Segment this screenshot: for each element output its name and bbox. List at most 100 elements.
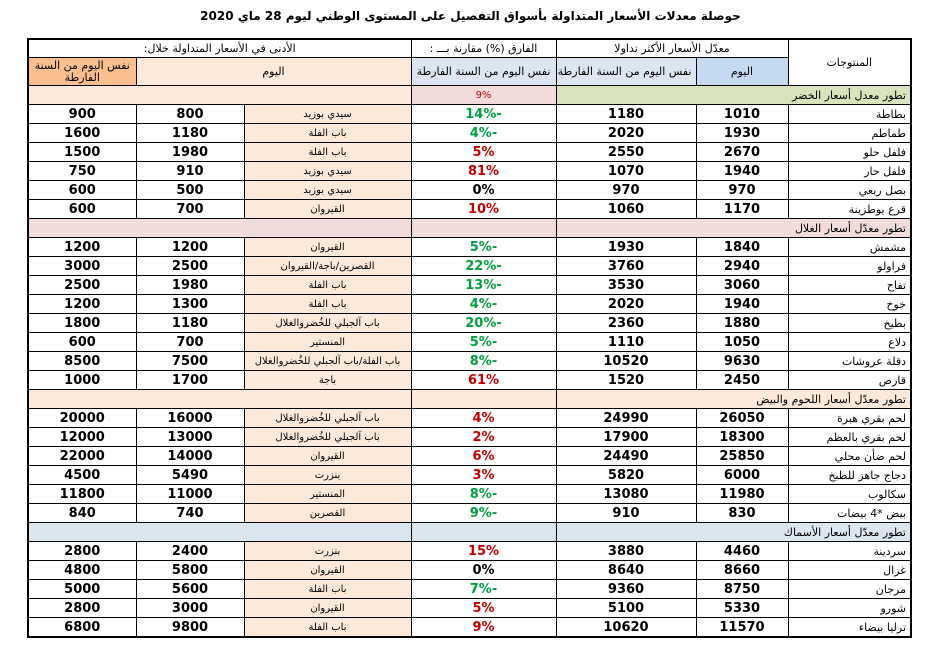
section-diff (410, 218, 557, 238)
section-diff: 9% (410, 85, 557, 105)
avg-today: 3060 (695, 275, 789, 295)
market: سيدي بوزيد (243, 104, 412, 124)
diff: 10% (410, 199, 557, 219)
low-last-year: 8500 (27, 351, 137, 371)
low-last-year: 600 (27, 332, 137, 352)
low-today: 1980 (135, 142, 245, 162)
avg-today: 1050 (695, 332, 789, 352)
section-diff (410, 389, 557, 409)
low-today: 1180 (135, 313, 245, 333)
market: القيروان (243, 598, 412, 618)
data-row: مشمش 1840 1930 -5% القيروان 1200 1200 (27, 237, 912, 257)
avg-last-year: 3760 (555, 256, 697, 276)
data-row: لحم بقري هبرة 26050 24990 4% باب آلجبلي للخُ… (27, 408, 912, 428)
low-today: 1200 (135, 237, 245, 257)
low-today: 7500 (135, 351, 245, 371)
avg-today: 2450 (695, 370, 789, 390)
low-today: 5800 (135, 560, 245, 580)
product: لحم ضأن محلي (787, 446, 912, 466)
avg-last-year: 910 (555, 503, 697, 523)
market: باب الفلة (243, 294, 412, 314)
avg-today: 1880 (695, 313, 789, 333)
avg-today: 1940 (695, 161, 789, 181)
low-last-year: 2800 (27, 541, 137, 561)
data-row: دقلة عروشات 9630 10520 -8% باب الفلة/باب آلج… (27, 351, 912, 371)
low-last-year: 4500 (27, 465, 137, 485)
market: باب الفلة (243, 275, 412, 295)
data-row: فلفل حلو 2670 2550 5% باب الفلة 1980 1500 (27, 142, 912, 162)
data-row: لحم ضأن محلي 25850 24490 6% القيروان 14000 220… (27, 446, 912, 466)
market: باب الفلة (243, 617, 412, 638)
low-last-year: 2500 (27, 275, 137, 295)
avg-today: 26050 (695, 408, 789, 428)
header-cell: نفس اليوم من السنة الفارطة (27, 57, 137, 86)
diff: 0% (410, 180, 557, 200)
product: فراولو (787, 256, 912, 276)
avg-last-year: 970 (555, 180, 697, 200)
avg-last-year: 1110 (555, 332, 697, 352)
product: تفاح (787, 275, 912, 295)
diff: -8% (410, 351, 557, 371)
section-fill (27, 218, 412, 238)
market: المنستير (243, 332, 412, 352)
data-row: غزال 8660 8640 0% القيروان 5800 4800 (27, 560, 912, 580)
low-today: 910 (135, 161, 245, 181)
low-today: 9800 (135, 617, 245, 638)
diff: -13% (410, 275, 557, 295)
section-title: تطور معدّل أسعار اللحوم والبيض (555, 389, 912, 409)
product: مشمش (787, 237, 912, 257)
product: غزال (787, 560, 912, 580)
header-cell: نفس اليوم من السنة الفارطة (410, 57, 557, 86)
product: قارص (787, 370, 912, 390)
diff: 81% (410, 161, 557, 181)
data-row: تفاح 3060 3530 -13% باب الفلة 1980 2500 (27, 275, 912, 295)
market: باب آلجبلي للخُضروالغلال (243, 408, 412, 428)
market: باب آلجبلي للخُضروالغلال (243, 427, 412, 447)
diff: -14% (410, 104, 557, 124)
diff: -22% (410, 256, 557, 276)
avg-today: 970 (695, 180, 789, 200)
avg-last-year: 3530 (555, 275, 697, 295)
market: القيروان (243, 560, 412, 580)
avg-last-year: 8640 (555, 560, 697, 580)
avg-last-year: 2360 (555, 313, 697, 333)
low-last-year: 2800 (27, 598, 137, 618)
diff: -5% (410, 332, 557, 352)
low-last-year: 3000 (27, 256, 137, 276)
low-today: 16000 (135, 408, 245, 428)
low-last-year: 6800 (27, 617, 137, 638)
data-row: فراولو 2940 3760 -22% القصرين/باجة/القيروان 2… (27, 256, 912, 276)
avg-today: 11570 (695, 617, 789, 638)
product: قرع يوطزينة (787, 199, 912, 219)
section-diff (410, 522, 557, 542)
low-today: 1700 (135, 370, 245, 390)
avg-today: 1170 (695, 199, 789, 219)
product: دجاج جاهز للطبخ (787, 465, 912, 485)
header-cell: الأدنى في الأسعار المتداولة خلال: (27, 38, 412, 58)
data-row: فلفل حار 1940 1070 81% سيدي بوزيد 910 750 (27, 161, 912, 181)
diff: -7% (410, 579, 557, 599)
avg-today: 5330 (695, 598, 789, 618)
low-last-year: 600 (27, 199, 137, 219)
low-last-year: 600 (27, 180, 137, 200)
low-today: 2500 (135, 256, 245, 276)
low-today: 11000 (135, 484, 245, 504)
avg-last-year: 1060 (555, 199, 697, 219)
data-row: دجاج جاهز للطبخ 6000 5820 3% بنزرت 5490 4500 (27, 465, 912, 485)
low-today: 1300 (135, 294, 245, 314)
avg-last-year: 1520 (555, 370, 697, 390)
diff: 15% (410, 541, 557, 561)
avg-last-year: 24990 (555, 408, 697, 428)
low-last-year: 22000 (27, 446, 137, 466)
low-last-year: 1800 (27, 313, 137, 333)
market: سيدي بوزيد (243, 180, 412, 200)
low-today: 700 (135, 199, 245, 219)
section-title: تطور معدل أسعار الخضر (555, 85, 912, 105)
data-row: بطيخ 1880 2360 -20% باب آلجبلي للخُضروالغلال… (27, 313, 912, 333)
market: القصرين/باجة/القيروان (243, 256, 412, 276)
data-row: قارص 2450 1520 61% باجة 1700 1000 (27, 370, 912, 390)
low-last-year: 11800 (27, 484, 137, 504)
data-row: سردينة 4460 3880 15% بنزرت 2400 2800 (27, 541, 912, 561)
header-cell: اليوم (695, 57, 789, 86)
product: فلفل حلو (787, 142, 912, 162)
